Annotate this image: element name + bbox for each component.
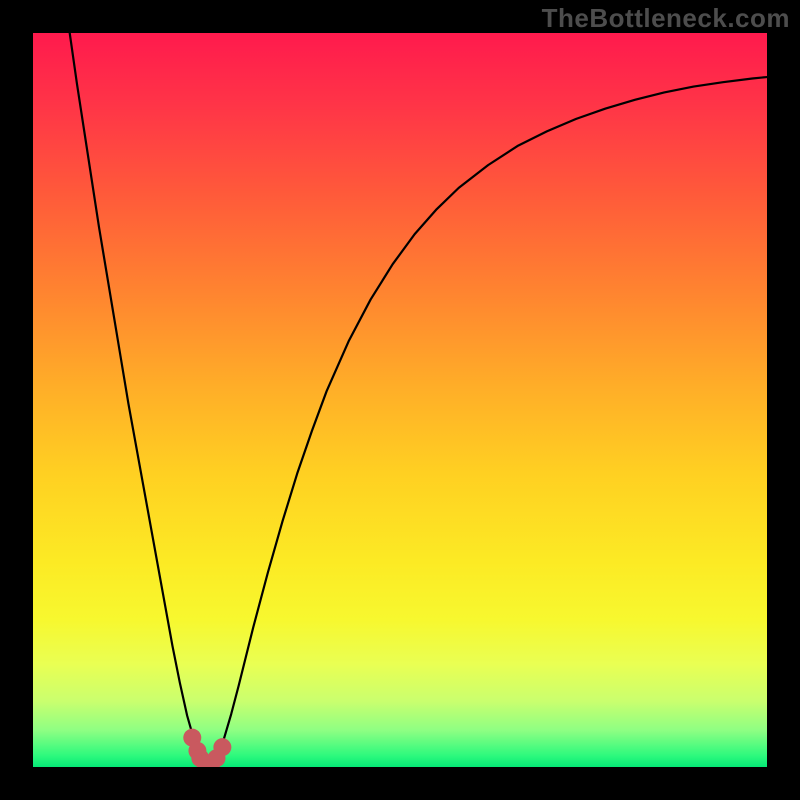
chart-svg (33, 33, 767, 767)
chart-plot-area (33, 33, 767, 767)
gradient-background (33, 33, 767, 767)
watermark-text: TheBottleneck.com (542, 3, 790, 34)
curve-marker (213, 738, 231, 756)
